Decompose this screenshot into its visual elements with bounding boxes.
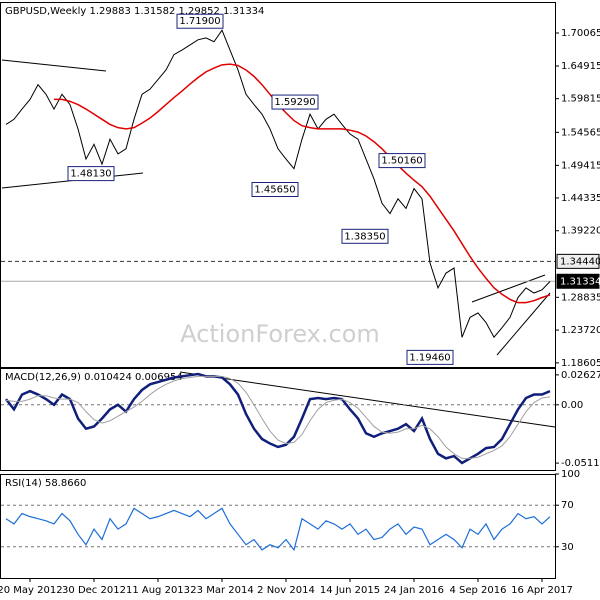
annotation-box <box>67 166 115 182</box>
y-tick-label: 30 <box>561 542 574 553</box>
price-level-label: 1.34440 <box>560 256 600 267</box>
trendline <box>496 292 551 356</box>
y-tick-label: 1.39220 <box>561 226 600 237</box>
y-tick-label: -0.051137 <box>561 458 600 469</box>
annotation-label: 1.45650 <box>254 185 295 196</box>
series-line <box>54 63 551 304</box>
y-tick-label: 70 <box>561 500 574 511</box>
annotation-box <box>341 228 389 244</box>
rsi-title: RSI(14) 58.8660 <box>5 478 86 489</box>
annotation-box <box>271 94 319 110</box>
y-tick-label: 1.28835 <box>561 292 600 303</box>
x-tick-label: 30 Dec 2012 <box>62 585 126 596</box>
macd-panel <box>0 368 556 471</box>
annotation-box <box>176 13 224 29</box>
trendline <box>1 59 107 72</box>
x-tick-label: 23 Mar 2014 <box>190 585 253 596</box>
annotation-label: 1.48130 <box>70 169 111 180</box>
macd-title: MACD(12,26,9) 0.010424 0.006954 <box>5 372 183 383</box>
y-tick-label: 0.00 <box>561 400 583 411</box>
y-tick-label: 1.70065 <box>561 28 600 39</box>
annotation-label: 1.19460 <box>409 352 450 363</box>
x-tick-label: 2 Nov 2014 <box>257 585 315 596</box>
x-tick-label: 14 Jun 2015 <box>320 585 380 596</box>
y-tick-label: 0.026276 <box>561 370 600 381</box>
rsi-panel <box>0 474 556 579</box>
price-level-box <box>556 253 600 269</box>
y-tick-label: 1.54565 <box>561 127 600 138</box>
x-tick-label: 16 Apr 2017 <box>511 585 573 596</box>
price-panel <box>0 2 556 368</box>
series-line <box>5 372 551 465</box>
y-tick-label: 1.59815 <box>561 94 600 105</box>
y-tick-label: 100 <box>561 469 580 480</box>
x-tick-label: 24 Jan 2016 <box>384 585 444 596</box>
annotation-box <box>406 349 454 365</box>
annotation-box <box>378 153 426 169</box>
series-line <box>5 375 551 459</box>
y-tick-label: 1.23720 <box>561 325 600 336</box>
price-level-box <box>556 273 600 289</box>
annotation-label: 1.71900 <box>179 16 220 27</box>
annotation-label: 1.59290 <box>274 97 315 108</box>
x-tick-label: 4 Sep 2016 <box>449 585 506 596</box>
watermark: ActionForex.com <box>180 320 380 348</box>
price-level-label: 1.31334 <box>560 276 600 287</box>
series-line <box>5 507 551 552</box>
x-tick-label: 20 May 2012 <box>0 585 63 596</box>
y-tick-label: 1.49415 <box>561 160 600 171</box>
x-tick-label: 11 Aug 2013 <box>126 585 190 596</box>
series-line <box>5 29 551 339</box>
price-title: GBPUSD,Weekly 1.29883 1.31582 1.29852 1.… <box>5 6 264 17</box>
annotation-label: 1.50160 <box>381 156 422 167</box>
y-tick-label: 1.44335 <box>561 193 600 204</box>
y-tick-label: 1.18605 <box>561 358 600 369</box>
annotation-label: 1.38350 <box>344 231 385 242</box>
trendline <box>471 274 546 303</box>
trendline <box>179 371 556 428</box>
annotation-box <box>251 182 299 197</box>
y-tick-label: 1.64915 <box>561 61 600 72</box>
